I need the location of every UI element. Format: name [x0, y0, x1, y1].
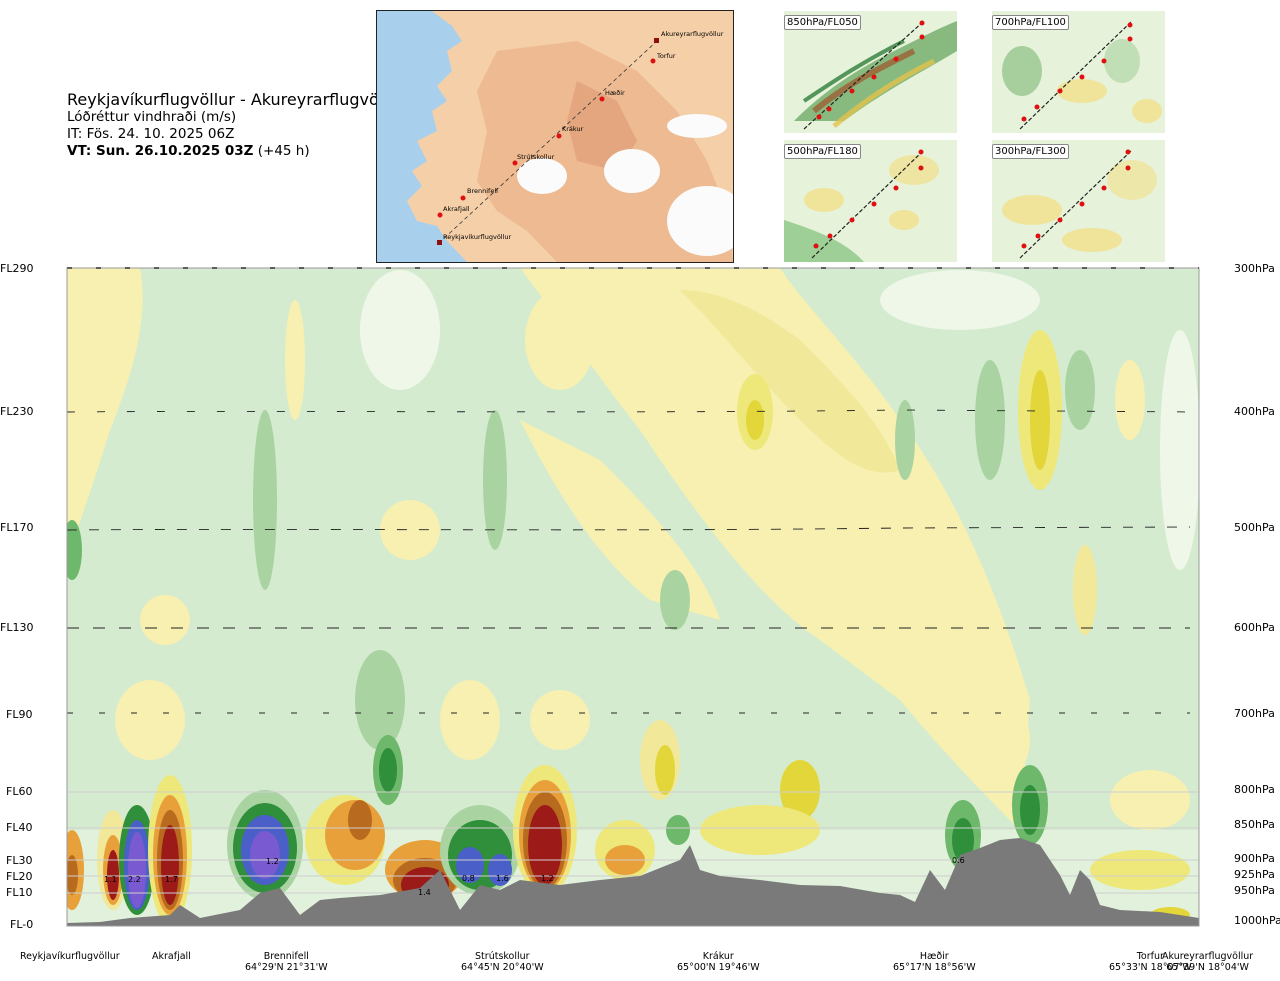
- level-right: 1000hPa: [1234, 914, 1280, 927]
- level-right: 600hPa: [1234, 621, 1275, 634]
- mini-map-850: 850hPa/FL050: [784, 11, 957, 133]
- level-right: 800hPa: [1234, 783, 1275, 796]
- value-label: 1.6: [496, 874, 509, 883]
- station-akrafjall: Akrafjall: [152, 951, 191, 962]
- station-name: Hæðir: [919, 951, 949, 962]
- station-name: Torfur: [1136, 951, 1164, 962]
- station-brennifell: Brennifell 64°29'N 21°31'W: [245, 951, 328, 973]
- valid-time: VT: Sun. 26.10.2025 03Z (+45 h): [67, 143, 310, 159]
- value-label: 1.2: [541, 874, 554, 883]
- level-left: FL230: [0, 405, 34, 418]
- station-reykjavik: Reykjavíkurflugvöllur: [20, 951, 120, 962]
- mini-map-850-svg: [784, 11, 957, 133]
- route-points: [437, 38, 659, 245]
- map-label-strutskollur: Strútskollur: [517, 153, 555, 161]
- station-haedir: Hæðir 65°17'N 18°56'W: [893, 951, 976, 973]
- value-label: 2.2: [128, 875, 141, 884]
- valid-time-offset: (+45 h): [253, 143, 310, 159]
- route-map: Akureyrarflugvöllur Torfur Hæðir Krákur …: [376, 10, 734, 263]
- level-left: FL290: [0, 262, 34, 275]
- station-akureyri: Akureyrarflugvöllur 65°39'N 18°04'W: [1162, 951, 1253, 973]
- level-left: FL130: [0, 621, 34, 634]
- station-coord: 65°00'N 19°46'W: [677, 962, 760, 973]
- issue-time: IT: Fös. 24. 10. 2025 06Z: [67, 126, 235, 142]
- value-label: 1.4: [418, 888, 431, 897]
- mini-map-300: 300hPa/FL300: [992, 140, 1165, 262]
- map-label-brennifell: Brennifell: [467, 187, 498, 195]
- mini-map-850-label: 850hPa/FL050: [784, 15, 861, 30]
- level-right: 850hPa: [1234, 818, 1275, 831]
- terrain: [67, 838, 1199, 926]
- station-coord: 65°33'N 18°07'W: [1109, 962, 1192, 973]
- mini-map-700-svg: [992, 11, 1165, 133]
- level-right: 500hPa: [1234, 521, 1275, 534]
- station-torfur: Torfur 65°33'N 18°07'W: [1109, 951, 1192, 973]
- station-name: Krákur: [702, 951, 734, 962]
- level-left: FL20: [6, 870, 33, 883]
- level-right: 925hPa: [1234, 868, 1275, 881]
- route-map-svg: Akureyrarflugvöllur Torfur Hæðir Krákur …: [377, 11, 733, 262]
- value-labels: 1.1 2.2 1.7 1.2 1.4 0.8 1.6 1.2 0.6: [104, 856, 965, 897]
- value-label: 0.8: [462, 874, 475, 883]
- level-left: FL30: [6, 854, 33, 867]
- level-right: 400hPa: [1234, 405, 1275, 418]
- station-name: Brennifell: [263, 951, 309, 962]
- level-left: FL90: [6, 708, 33, 721]
- map-label-akrafjall: Akrafjall: [443, 205, 470, 213]
- value-label: 1.1: [104, 875, 117, 884]
- value-label: 1.7: [165, 875, 178, 884]
- map-label-akureyri: Akureyrarflugvöllur: [661, 30, 724, 38]
- level-left: FL-0: [10, 918, 34, 931]
- mini-map-700: 700hPa/FL100: [992, 11, 1165, 133]
- station-krakur: Krákur 65°00'N 19°46'W: [677, 951, 760, 973]
- level-left: FL170: [0, 521, 34, 534]
- level-right: 950hPa: [1234, 884, 1275, 897]
- valid-time-date: VT: Sun. 26.10.2025 03Z: [67, 143, 254, 159]
- mini-map-500-label: 500hPa/FL180: [784, 144, 861, 159]
- level-left: FL60: [6, 785, 33, 798]
- chart-subtitle: Lóðréttur vindhraði (m/s): [67, 109, 237, 125]
- level-left: FL40: [6, 821, 33, 834]
- chart-title: Reykjavíkurflugvöllur - Akureyrarflugvöl…: [67, 90, 405, 109]
- velocity-field: [67, 268, 1199, 926]
- map-label-krakur: Krákur: [562, 125, 584, 133]
- level-right: 900hPa: [1234, 852, 1275, 865]
- station-name: Reykjavíkurflugvöllur: [20, 951, 120, 962]
- station-name: Akureyrarflugvöllur: [1162, 951, 1254, 962]
- wind-barbs: [66, 267, 1200, 714]
- map-label-torfur: Torfur: [656, 52, 676, 60]
- level-right: 300hPa: [1234, 262, 1275, 275]
- map-label-reykjavik: Reykjavíkurflugvöllur: [443, 233, 512, 241]
- station-strutskollur: Strútskollur 64°45'N 20°40'W: [461, 951, 544, 973]
- station-coord: 64°29'N 21°31'W: [245, 962, 328, 973]
- station-coord: 65°39'N 18°04'W: [1166, 962, 1249, 973]
- station-coord: 65°17'N 18°56'W: [893, 962, 976, 973]
- level-right: 700hPa: [1234, 707, 1275, 720]
- value-label: 0.6: [952, 856, 965, 865]
- station-coord: 64°45'N 20°40'W: [461, 962, 544, 973]
- level-left: FL10: [6, 886, 33, 899]
- value-label: 1.2: [266, 857, 279, 866]
- mini-map-500: 500hPa/FL180: [784, 140, 957, 262]
- map-label-haedir: Hæðir: [605, 89, 625, 97]
- station-name: Strútskollur: [475, 951, 530, 962]
- mini-map-300-label: 300hPa/FL300: [992, 144, 1069, 159]
- mini-map-300-svg: [992, 140, 1165, 262]
- station-name: Akrafjall: [152, 951, 191, 962]
- mini-map-500-svg: [784, 140, 957, 262]
- mini-map-700-label: 700hPa/FL100: [992, 15, 1069, 30]
- plot-frame: [66, 267, 1200, 927]
